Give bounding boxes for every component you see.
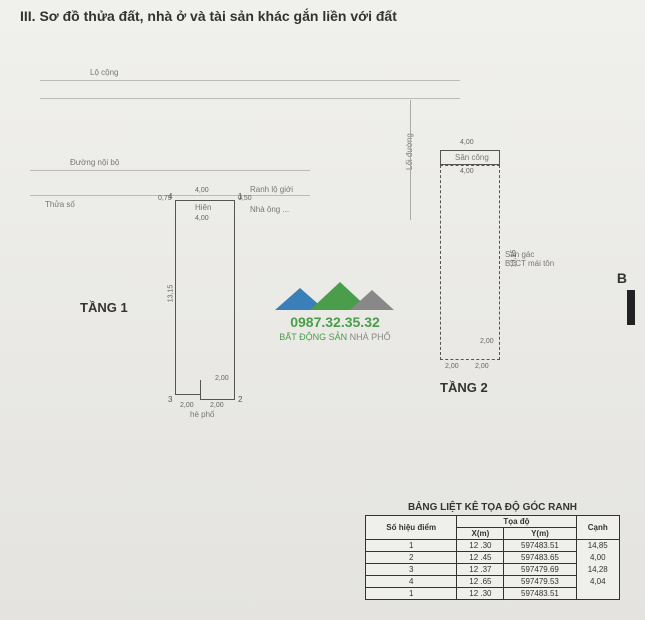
cell-id: 1 bbox=[366, 540, 457, 552]
cell-canh: 14,28 bbox=[576, 564, 620, 576]
cell-x: 12 .30 bbox=[457, 540, 504, 552]
watermark-phone: 0987.32.35.32 bbox=[265, 314, 405, 330]
tagline-b: NHÀ PHỐ bbox=[350, 332, 391, 342]
cell-y: 597483.51 bbox=[504, 588, 576, 600]
dim-label: 4,00 bbox=[460, 139, 474, 146]
dim-label: 4,00 bbox=[460, 168, 474, 175]
cell-canh: 4,04 bbox=[576, 576, 620, 588]
annotation-thua-so: Thửa số bbox=[45, 200, 75, 209]
dim-label: 4,00 bbox=[195, 215, 209, 222]
table-row: 2 12 .45 597483.65 4,00 bbox=[366, 552, 620, 564]
table-row: 1 12 .30 597483.51 bbox=[366, 588, 620, 600]
house-icon-gray bbox=[350, 290, 394, 310]
floor1-label: TẦNG 1 bbox=[80, 300, 128, 315]
guide-line bbox=[410, 100, 411, 220]
cell-id: 3 bbox=[366, 564, 457, 576]
annotation-lo-cong: Lộ cộng bbox=[90, 68, 118, 77]
dim-label: 2,00 bbox=[445, 363, 459, 370]
cell-id: 2 bbox=[366, 552, 457, 564]
cell-x: 12 .30 bbox=[457, 588, 504, 600]
col-so-hieu: Số hiệu điểm bbox=[366, 516, 457, 540]
corner-marker: 4 bbox=[168, 192, 172, 201]
annotation-hien: Hiên bbox=[195, 203, 211, 212]
table-row: 4 12 .65 597479.53 4,04 bbox=[366, 576, 620, 588]
dim-label: 13,15 bbox=[167, 285, 174, 303]
floor1-outline bbox=[175, 200, 235, 395]
col-y: Y(m) bbox=[504, 528, 576, 540]
corner-marker: 2 bbox=[238, 395, 242, 404]
dim-label: 2,00 bbox=[480, 338, 494, 345]
col-canh: Cạnh bbox=[576, 516, 620, 540]
annotation-he-pho: hè phố bbox=[190, 410, 214, 419]
table-header-row: Số hiệu điểm Tọa độ Cạnh bbox=[366, 516, 620, 528]
north-indicator-bar bbox=[627, 290, 635, 325]
dim-label: 2,00 bbox=[215, 375, 229, 382]
cell-canh: 14,85 bbox=[576, 540, 620, 552]
cell-y: 597479.69 bbox=[504, 564, 576, 576]
cell-x: 12 .37 bbox=[457, 564, 504, 576]
col-toa-do: Tọa độ bbox=[457, 516, 576, 528]
north-indicator-label: B bbox=[617, 270, 627, 286]
guide-line bbox=[40, 80, 460, 81]
guide-line bbox=[30, 170, 310, 171]
cell-x: 12 .65 bbox=[457, 576, 504, 588]
coordinate-table-section: BẢNG LIỆT KÊ TỌA ĐỘ GÓC RANH Số hiệu điể… bbox=[365, 502, 620, 600]
annotation-san-cong: Sân công bbox=[455, 153, 489, 162]
floor-plan-area: Lộ cộng Đường nội bộ Ranh lộ giới Nhà ôn… bbox=[0, 40, 645, 440]
cell-y: 597479.53 bbox=[504, 576, 576, 588]
annotation-nha-ong: Nhà ông ... bbox=[250, 205, 289, 214]
col-x: X(m) bbox=[457, 528, 504, 540]
section-heading: III. Sơ đồ thửa đất, nhà ở và tài sản kh… bbox=[20, 8, 397, 24]
floor2-outline bbox=[440, 165, 500, 360]
coordinate-table: Số hiệu điểm Tọa độ Cạnh X(m) Y(m) 1 12 … bbox=[365, 515, 620, 600]
cell-canh: 4,00 bbox=[576, 552, 620, 564]
guide-line bbox=[40, 98, 460, 99]
coordinate-table-title: BẢNG LIỆT KÊ TỌA ĐỘ GÓC RANH bbox=[365, 502, 620, 513]
annotation-duong-noi-bo: Đường nội bộ bbox=[70, 158, 119, 167]
table-row: 3 12 .37 597479.69 14,28 bbox=[366, 564, 620, 576]
corner-marker: 1 bbox=[238, 192, 242, 201]
watermark-tagline: BẤT ĐỘNG SẢN NHÀ PHỐ bbox=[265, 332, 405, 342]
cell-y: 597483.51 bbox=[504, 540, 576, 552]
floor1-notch bbox=[200, 380, 235, 400]
annotation-ranh-lo-gioi: Ranh lộ giới bbox=[250, 185, 293, 194]
dim-label: 2,00 bbox=[475, 363, 489, 370]
dim-label: 13,15 bbox=[510, 250, 517, 268]
cell-x: 12 .45 bbox=[457, 552, 504, 564]
logo-houses bbox=[275, 260, 395, 310]
table-row: 1 12 .30 597483.51 14,85 bbox=[366, 540, 620, 552]
dim-label: 2,00 bbox=[210, 402, 224, 409]
document-page: III. Sơ đồ thửa đất, nhà ở và tài sản kh… bbox=[0, 0, 645, 620]
tagline-a: BẤT ĐỘNG SẢN bbox=[279, 332, 347, 342]
corner-marker: 3 bbox=[168, 395, 172, 404]
floor2-label: TẦNG 2 bbox=[440, 380, 488, 395]
cell-canh bbox=[576, 588, 620, 600]
cell-y: 597483.65 bbox=[504, 552, 576, 564]
cell-id: 1 bbox=[366, 588, 457, 600]
dim-label: 2,00 bbox=[180, 402, 194, 409]
cell-id: 4 bbox=[366, 576, 457, 588]
dim-label: 4,00 bbox=[195, 187, 209, 194]
watermark-logo: 0987.32.35.32 BẤT ĐỘNG SẢN NHÀ PHỐ bbox=[265, 260, 405, 342]
